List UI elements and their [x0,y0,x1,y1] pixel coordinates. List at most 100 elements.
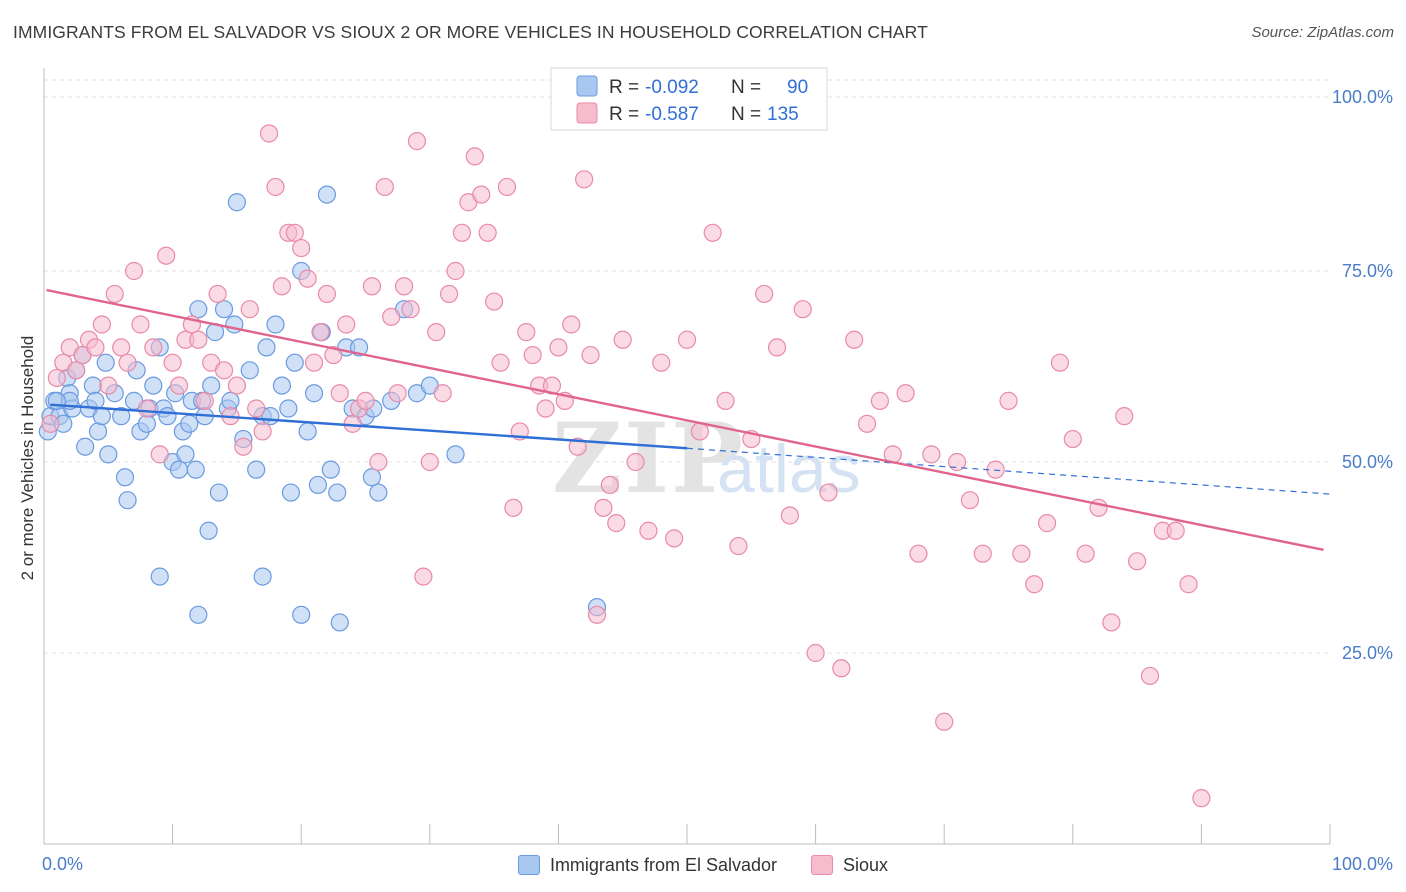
legend-swatch-sioux [576,102,598,124]
point-s1-106 [832,659,851,678]
point-s0-57 [266,315,285,334]
point-s1-114 [935,712,954,731]
point-s1-12 [118,353,137,372]
y-axis-label: 2 or more Vehicles in Household [18,336,37,581]
point-s0-84 [292,605,311,624]
point-s1-43 [317,284,337,304]
point-s1-31 [240,300,259,319]
point-s1-74 [517,323,536,342]
point-s1-72 [504,498,523,517]
point-s0-69 [328,483,347,502]
point-s1-64 [452,223,472,242]
point-s0-81 [189,605,208,624]
point-s1-52 [375,177,394,197]
point-s1-60 [427,323,446,342]
point-s1-103 [793,300,812,319]
point-s0-61 [285,353,304,372]
point-s1-127 [1102,613,1121,632]
axes [43,68,1331,845]
point-s0-68 [321,460,340,479]
point-s1-68 [478,223,497,242]
point-s1-104 [806,643,825,663]
point-s1-109 [870,391,890,410]
point-s0-19 [112,407,131,426]
bottom-legend-label-el-salvador: Immigrants from El Salvador [549,854,778,875]
legend-n-value-1: 90 [787,77,808,98]
point-s1-92 [652,353,671,372]
watermark-atlas: atlas [717,431,861,507]
point-s0-42 [199,521,218,540]
y-tick-label-0: 25.0% [1342,643,1393,663]
point-s1-132 [1166,521,1185,540]
point-s1-41 [304,353,324,372]
point-s0-35 [176,445,195,464]
point-s0-38 [186,460,205,479]
point-s0-27 [144,376,163,395]
point-s1-35 [266,177,285,197]
point-s1-105 [819,483,838,502]
point-s1-61 [433,384,452,403]
point-s1-97 [716,391,735,410]
point-s1-98 [729,536,748,556]
point-s0-15 [92,407,111,426]
point-s1-11 [112,338,131,357]
point-s0-33 [169,460,189,479]
point-s1-62 [439,284,459,304]
point-s1-8 [92,315,111,334]
point-s1-120 [1012,544,1031,563]
y-tick-label-3: 100.0% [1332,87,1393,107]
chart-title: IMMIGRANTS FROM EL SALVADOR VS SIOUX 2 O… [13,22,928,42]
legend-swatch-el-salvador [576,75,598,97]
point-s1-53 [382,307,401,326]
point-s1-44 [324,345,343,365]
point-s1-0 [41,414,60,433]
point-s0-82 [150,567,169,586]
point-s0-20 [115,468,135,487]
bottom-legend-swatch-el-salvador [517,855,540,875]
y-tick-labels: 25.0% 50.0% 75.0% 100.0% [1332,87,1393,663]
point-s1-88 [607,514,626,533]
point-s1-55 [394,277,414,296]
point-s0-75 [369,483,388,502]
point-s1-70 [491,353,510,372]
point-s1-124 [1063,429,1082,449]
point-s1-71 [497,177,517,197]
point-s1-20 [169,376,189,395]
point-s1-4 [67,361,86,380]
point-s1-50 [362,277,382,296]
point-s0-64 [304,384,324,403]
point-s1-91 [639,521,658,540]
point-s0-83 [253,567,272,586]
point-s1-96 [703,223,722,242]
point-s1-27 [214,361,234,380]
trend-lines [46,288,1331,552]
point-s1-58 [414,567,433,586]
point-s1-81 [562,315,581,334]
point-s1-15 [137,399,156,418]
bottom-legend: Immigrants from El Salvador Sioux [0,851,1406,879]
point-s1-101 [767,338,787,357]
point-s0-43 [202,376,221,395]
point-s1-100 [755,284,774,304]
point-s1-129 [1127,552,1147,571]
legend-n-label-2: N = [731,104,761,125]
point-s0-59 [279,399,298,418]
point-s0-74 [362,468,382,487]
trend-line-s0 [50,403,688,450]
point-s1-107 [845,330,864,349]
point-s1-121 [1025,575,1044,594]
point-s1-102 [780,506,799,525]
bottom-legend-item-el-salvador: Immigrants from El Salvador [517,854,778,876]
legend-r-label-2: R = [609,104,639,125]
point-s0-16 [96,353,115,372]
point-s1-19 [163,353,182,372]
trend-line-s1 [46,288,1324,552]
point-s1-79 [549,338,568,357]
point-s0-60 [281,483,301,502]
point-s1-39 [292,238,311,258]
point-s0-65 [308,475,328,495]
legend-box: R = -0.092 N = 90 R = -0.587 N = 135 [550,67,828,131]
legend-r-value-2: -0.587 [645,104,699,125]
point-s1-117 [973,544,992,563]
point-s1-26 [208,284,227,304]
